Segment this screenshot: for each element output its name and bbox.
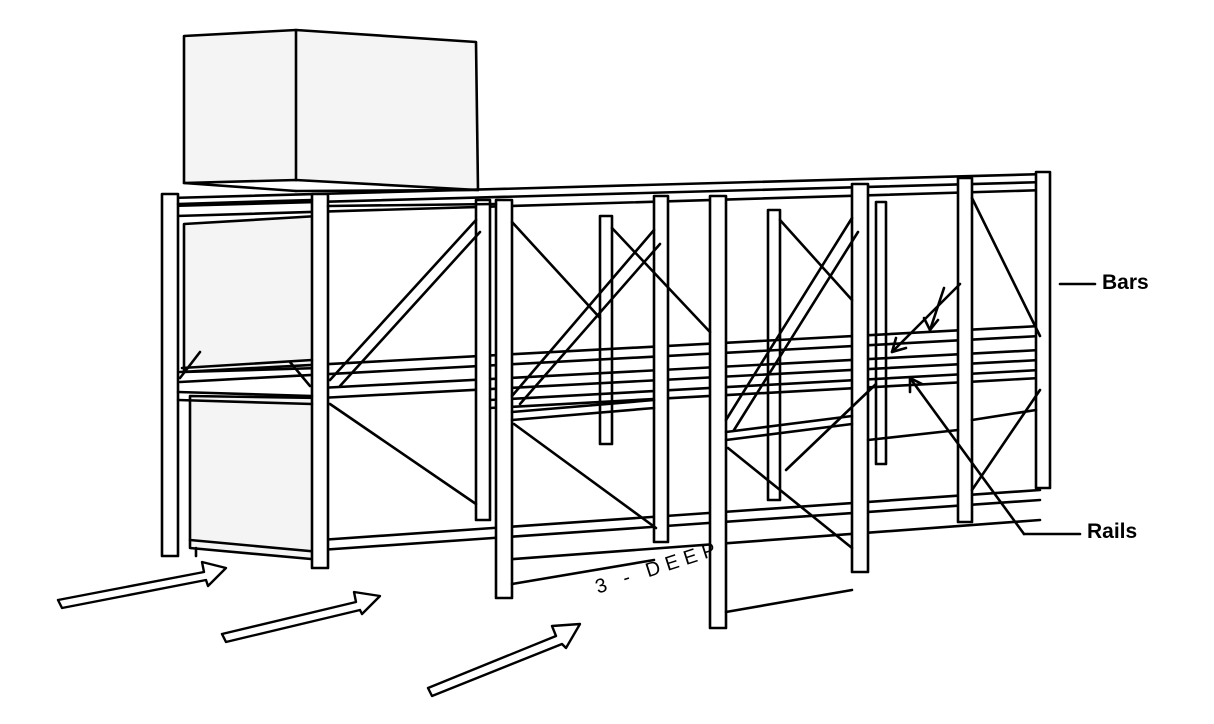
bottom-storage-box bbox=[188, 394, 324, 562]
top-storage-box bbox=[182, 28, 480, 193]
horizontal-ties bbox=[176, 198, 1038, 614]
arrow-icon bbox=[426, 622, 582, 698]
left-connector-details bbox=[178, 350, 314, 388]
arrow-icon bbox=[220, 590, 382, 644]
middle-storage-box bbox=[182, 214, 322, 374]
arrow-icon bbox=[56, 560, 228, 610]
rails-label: Rails bbox=[1087, 520, 1138, 543]
front-uprights bbox=[160, 170, 1052, 630]
bars-label: Bars bbox=[1102, 271, 1149, 294]
load-rails-lower bbox=[318, 488, 1042, 562]
load-rails-middle bbox=[178, 324, 1042, 410]
diagonal-bracing bbox=[328, 196, 1042, 550]
bars-callout bbox=[890, 282, 1097, 536]
